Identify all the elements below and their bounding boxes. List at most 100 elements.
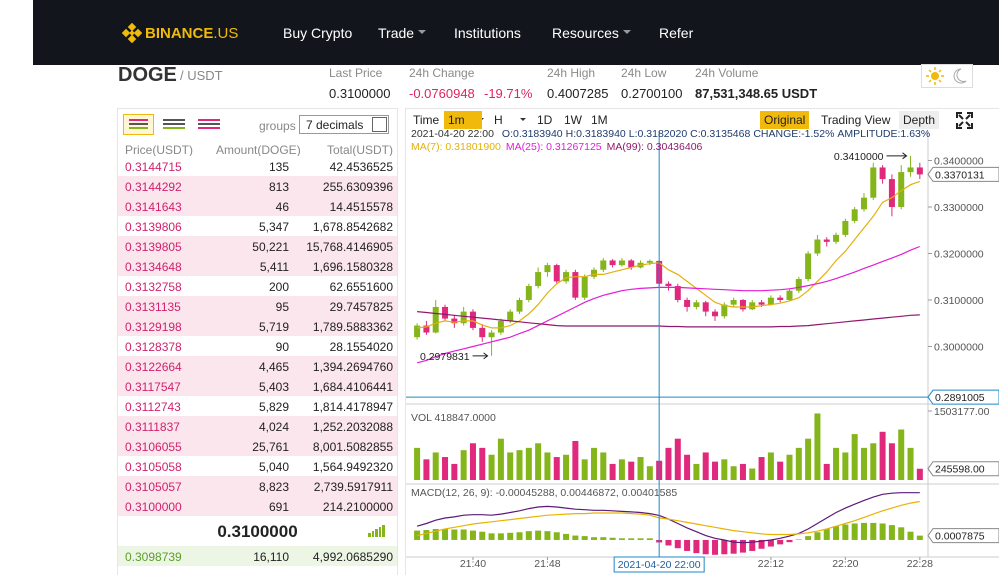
amount: 5,347 [258, 220, 289, 234]
ask-row[interactable]: 0.3129198 5,719 1,789.5883362 [118, 316, 397, 336]
ask-row[interactable]: 0.3100000 691 214.2100000 [118, 496, 397, 516]
candle-body [451, 318, 458, 324]
view-button[interactable]: Trading View [821, 113, 891, 127]
candle-body [814, 239, 821, 254]
ask-row[interactable]: 0.3144715 135 42.4536525 [118, 156, 397, 176]
candle-body [609, 260, 616, 266]
ask-row[interactable]: 0.3131135 95 29.7457825 [118, 296, 397, 316]
price: 0.3111837 [125, 420, 180, 434]
nav-item[interactable]: Buy Crypto [283, 25, 353, 41]
candle-info: 2021-04-20 22:00 O:0.3183940 H:0.3183940 L:… [411, 129, 933, 140]
y-tick-label: 0.3100000 [934, 295, 984, 307]
bid-row[interactable]: 0.3098739 16,110 4,992.0685290 [118, 546, 397, 566]
interval-button[interactable]: 1W [564, 113, 582, 127]
candle-body [507, 311, 514, 321]
ask-row[interactable]: 0.3122664 4,465 1,394.2694760 [118, 356, 397, 376]
ask-row[interactable]: 0.3128378 90 28.1554020 [118, 336, 397, 356]
nav-item[interactable]: Refer [659, 25, 694, 41]
volume-bar [525, 447, 532, 480]
ma-line [417, 311, 920, 328]
volume-bar [823, 463, 830, 480]
price-tag-label: 0.2891005 [935, 392, 985, 404]
candle-body [469, 311, 476, 328]
candle-body [665, 283, 672, 287]
amount: 5,040 [258, 460, 289, 474]
view-button[interactable]: Depth [899, 111, 940, 129]
book-view-icons[interactable] [123, 114, 223, 136]
macd-bar [665, 539, 672, 546]
logo[interactable]: BINANCE.US [145, 26, 238, 41]
ask-row[interactable]: 0.3111837 4,024 1,252.2032088 [118, 416, 397, 436]
price: 0.3112743 [125, 400, 181, 414]
ask-row[interactable]: 0.3139806 5,347 1,678.8542682 [118, 216, 397, 236]
ask-row[interactable]: 0.3117547 5,403 1,684.4106441 [118, 376, 397, 396]
total: 1,789.5883362 [312, 320, 393, 334]
candle-body [758, 302, 765, 305]
logo-icon [122, 23, 142, 43]
volume-bar [414, 447, 421, 480]
fullscreen-button[interactable] [956, 112, 973, 129]
macd-label: MACD(12, 26, 9): -0.00045288, 0.00446872… [411, 487, 677, 499]
signal-bar [368, 533, 371, 537]
volume-bar [795, 447, 802, 480]
price: 0.3131135 [125, 300, 181, 314]
price: 0.3144292 [125, 180, 182, 194]
candle-body [842, 220, 849, 235]
ask-row[interactable]: 0.3106055 25,761 8,001.5082855 [118, 436, 397, 456]
nav-item[interactable]: Resources [552, 25, 619, 41]
interval-button[interactable]: 1D [537, 113, 553, 127]
ask-row[interactable]: 0.3139805 50,221 15,768.4146905 [118, 236, 397, 256]
macd-bar [618, 538, 625, 540]
candle-body [646, 260, 653, 263]
chart-panel [405, 108, 999, 575]
candle-body [730, 299, 737, 305]
volume-bar [712, 461, 719, 480]
volume-bar [730, 466, 737, 480]
amount: 46 [275, 200, 289, 214]
macd-bar [730, 539, 737, 554]
decimals-select[interactable]: 7 decimals [299, 115, 389, 134]
volume-bar [749, 468, 756, 480]
candle-body [590, 269, 597, 277]
ask-row[interactable]: 0.3134648 5,411 1,696.1580328 [118, 256, 397, 276]
candle-body [805, 253, 812, 280]
candle-body [739, 299, 746, 310]
legend-item: MA(25): 0.31267125 [505, 141, 602, 153]
view-button[interactable]: Original [760, 111, 810, 129]
candle-body [721, 304, 728, 317]
high-annotation: 0.3410000 [834, 151, 884, 163]
interval-button[interactable]: 1m [444, 111, 482, 129]
amount: 813 [268, 180, 289, 194]
candle-body [497, 320, 504, 333]
interval-button[interactable]: 1M [591, 113, 608, 127]
ask-row[interactable]: 0.3144292 813 255.6309396 [118, 176, 397, 196]
ask-row[interactable]: 0.3132758 200 62.6551600 [118, 276, 397, 296]
signal-bar [371, 531, 375, 537]
ask-row[interactable]: 0.3141643 46 14.4515578 [118, 196, 397, 216]
stat-label: 24h Low [621, 66, 667, 80]
theme-toggle[interactable] [921, 64, 973, 88]
y-tick-label: 0.3000000 [934, 341, 984, 353]
volume-bar [879, 431, 886, 480]
stat-value: 0.3100000 [329, 86, 391, 101]
total: 42.4536525 [329, 160, 393, 174]
candle-body [600, 260, 607, 270]
interval-button[interactable]: Time [413, 113, 440, 127]
volume-bar [739, 463, 746, 480]
candle-body [851, 209, 858, 221]
nav-item[interactable]: Institutions [454, 25, 521, 41]
interval-button[interactable]: H [494, 113, 503, 127]
macd-bar [469, 530, 476, 540]
ask-row[interactable]: 0.3105057 8,823 2,739.5917911 [118, 476, 397, 496]
candle-body [516, 299, 523, 312]
nav-item[interactable]: Trade [378, 25, 415, 41]
caret [623, 30, 631, 34]
candle-body [870, 167, 877, 198]
order-book: groups 7 decimals Price(USDT) Amount(DOGE) T… [117, 108, 398, 575]
ask-row[interactable]: 0.3105058 5,040 1,564.9492320 [118, 456, 397, 476]
price: 0.3132758 [125, 280, 182, 294]
ask-row[interactable]: 0.3112743 5,829 1,814.4178947 [118, 396, 397, 416]
macd-bar [432, 528, 439, 540]
macd-bar [823, 528, 830, 540]
